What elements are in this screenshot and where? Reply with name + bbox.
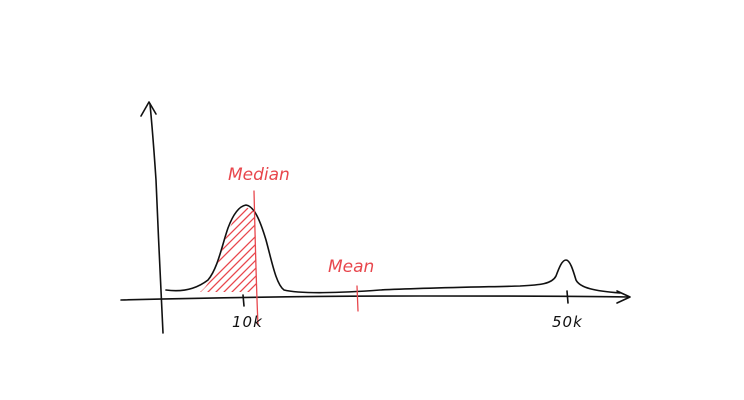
mean-mark	[356, 285, 359, 312]
x-axis	[120, 295, 629, 301]
mean-label: Mean	[328, 257, 374, 277]
tick-label-50k: 50k	[552, 313, 583, 331]
y-axis	[149, 103, 164, 334]
median-hatching	[200, 207, 257, 292]
median-label: Median	[228, 165, 290, 185]
tick-label-10k: 10k	[232, 313, 263, 331]
tick-mark-50k	[566, 290, 569, 304]
distribution-curve	[165, 204, 621, 294]
median-line	[253, 190, 259, 326]
y-axis-arrowhead	[140, 101, 157, 117]
tick-mark-10k	[242, 294, 245, 307]
x-axis-arrowhead	[616, 290, 631, 304]
